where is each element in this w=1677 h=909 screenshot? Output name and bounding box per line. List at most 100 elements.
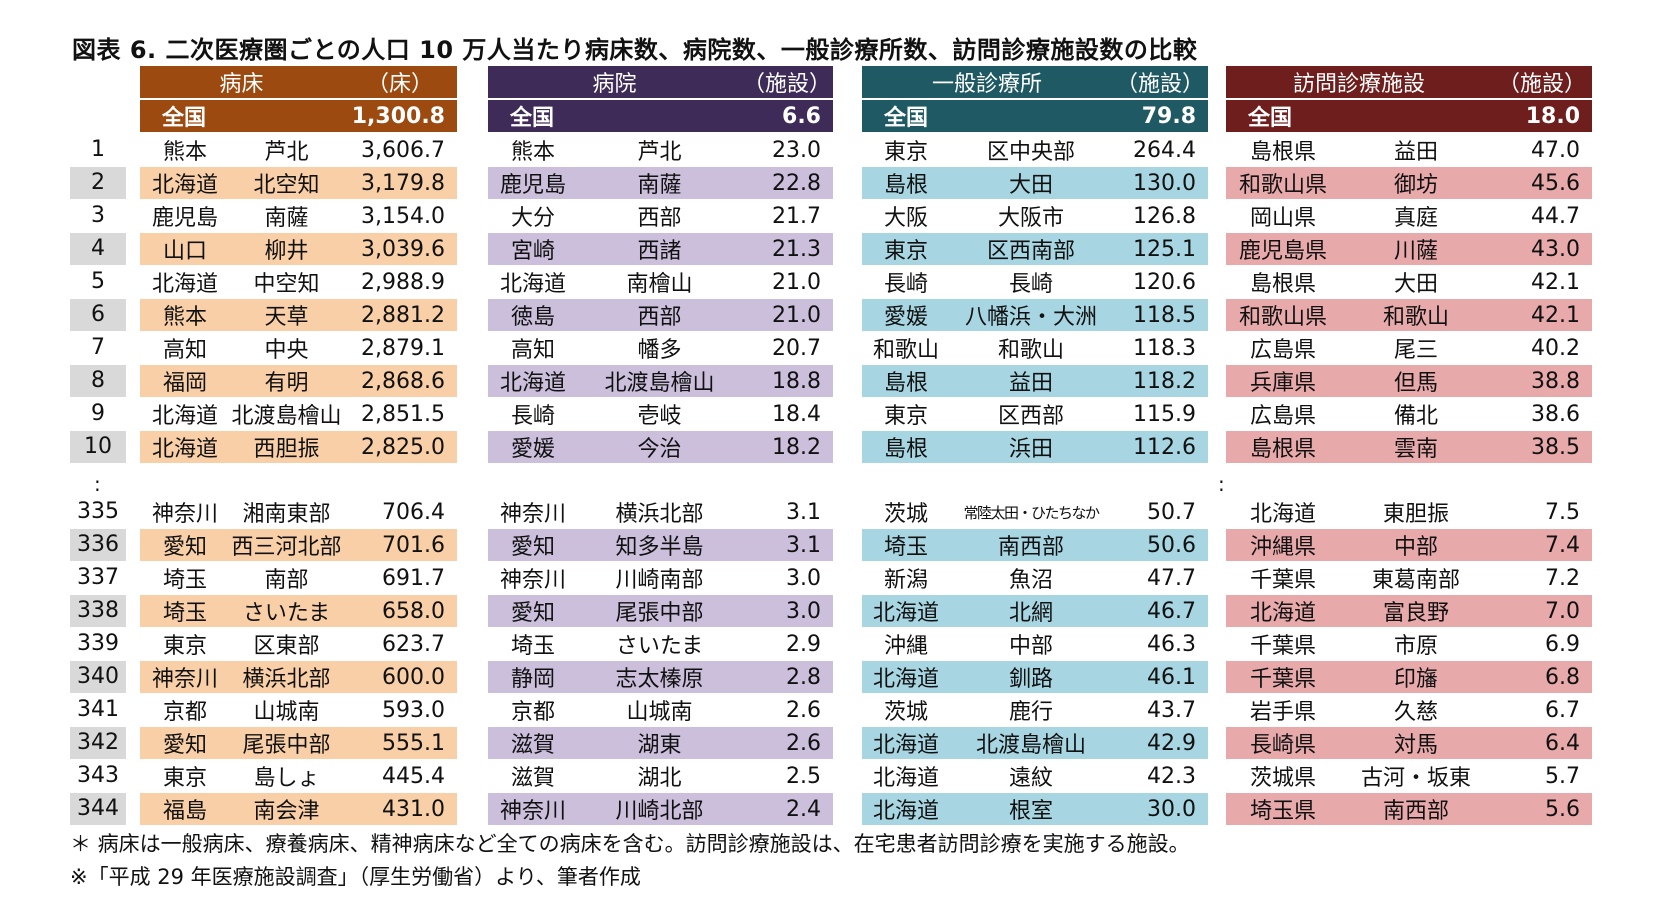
value-cell: 21.0 [772, 269, 821, 295]
value-cell: 50.7 [1147, 499, 1196, 525]
rank-cell: 339 [77, 631, 119, 656]
prefecture-cell: 広島県 [1249, 404, 1316, 429]
prefecture-cell: 島根県 [1249, 437, 1316, 462]
prefecture-cell: 沖縄 [883, 634, 928, 659]
table-row: 東京 区西南部 125.1 [862, 233, 1208, 265]
prefecture-cell: 大阪 [883, 206, 928, 231]
region-cell: 有明 [264, 371, 309, 396]
prefecture-cell: 広島県 [1249, 338, 1316, 363]
table-row: 和歌山県 御坊 45.6 [1226, 167, 1592, 199]
rank-cell: 340 [70, 661, 126, 693]
value-cell: 125.1 [1133, 236, 1196, 262]
prefecture-cell: 神奈川 [151, 502, 218, 527]
prefecture-cell: 神奈川 [151, 667, 218, 692]
region-cell: 大田 [1393, 272, 1438, 297]
region-cell: 壱岐 [637, 404, 682, 429]
region-cell: 天草 [264, 305, 309, 330]
region-cell: 区西部 [997, 404, 1064, 429]
prefecture-cell: 兵庫県 [1249, 371, 1316, 396]
table-row: 熊本 天草 2,881.2 [140, 299, 457, 331]
value-cell: 691.7 [382, 565, 445, 591]
national-label: 全国 [884, 106, 929, 131]
table-row: 岩手県 久慈 6.7 [1226, 694, 1592, 726]
table-row: 大阪 大阪市 126.8 [862, 200, 1208, 232]
region-cell: 山城南 [253, 700, 320, 725]
prefecture-cell: 東京 [162, 634, 207, 659]
value-cell: 30.0 [1147, 796, 1196, 822]
table-row: 宮崎 西諸 21.3 [488, 233, 833, 265]
rank-cell: 9 [91, 401, 105, 426]
prefecture-cell: 宮崎 [510, 239, 555, 264]
region-cell: 芦北 [264, 140, 309, 165]
table-row: 高知 中央 2,879.1 [140, 332, 457, 364]
value-cell: 44.7 [1531, 203, 1580, 229]
region-cell: 益田 [1393, 140, 1438, 165]
table-row: 千葉県 市原 6.9 [1226, 628, 1592, 660]
value-cell: 593.0 [382, 697, 445, 723]
value-cell: 120.6 [1133, 269, 1196, 295]
rank-cell: 337 [77, 565, 119, 590]
prefecture-cell: 茨城県 [1249, 766, 1316, 791]
value-cell: 7.4 [1545, 532, 1580, 558]
region-cell: 区中央部 [986, 140, 1075, 165]
prefecture-cell: 愛知 [162, 733, 207, 758]
value-cell: 5.7 [1545, 763, 1580, 789]
value-cell: 21.0 [772, 302, 821, 328]
region-cell: 西部 [637, 305, 682, 330]
prefecture-cell: 北海道 [1249, 601, 1316, 626]
table-row: 広島県 備北 38.6 [1226, 398, 1592, 430]
prefecture-cell: 北海道 [151, 404, 218, 429]
prefecture-cell: 北海道 [872, 733, 939, 758]
value-cell: 3,154.0 [361, 203, 445, 229]
value-cell: 42.1 [1531, 302, 1580, 328]
rank-cell: 341 [77, 697, 119, 722]
value-cell: 118.3 [1133, 335, 1196, 361]
value-cell: 2,988.9 [361, 269, 445, 295]
table-row: 北海道 遠紋 42.3 [862, 760, 1208, 792]
prefecture-cell: 北海道 [1249, 502, 1316, 527]
table-row: 京都 山城南 2.6 [488, 694, 833, 726]
prefecture-cell: 東京 [883, 239, 928, 264]
region-cell: 大田 [1008, 173, 1053, 198]
prefecture-cell: 北海道 [872, 799, 939, 824]
region-cell: 区東部 [253, 634, 320, 659]
table-row: 滋賀 湖北 2.5 [488, 760, 833, 792]
value-cell: 2.9 [786, 631, 821, 657]
region-cell: 北渡島檜山 [604, 371, 715, 396]
prefecture-cell: 熊本 [162, 140, 207, 165]
rank-cell: 336 [70, 529, 126, 561]
table-row: 北海道 北網 46.7 [862, 595, 1208, 627]
table-row: 沖縄県 中部 7.4 [1226, 529, 1592, 561]
prefecture-cell: 神奈川 [499, 502, 566, 527]
value-cell: 22.8 [772, 170, 821, 196]
value-cell: 46.3 [1147, 631, 1196, 657]
value-cell: 2.6 [786, 730, 821, 756]
region-cell: 山城南 [626, 700, 693, 725]
region-cell: 大阪市 [997, 206, 1064, 231]
table-row: 滋賀 湖東 2.6 [488, 727, 833, 759]
rank-cell: 8 [70, 365, 126, 397]
table-row: 鹿児島 南薩 3,154.0 [140, 200, 457, 232]
value-cell: 18.8 [772, 368, 821, 394]
table-row: 北海道 北空知 3,179.8 [140, 167, 457, 199]
rank-cell: 342 [70, 727, 126, 759]
region-cell: 志太榛原 [615, 667, 704, 692]
value-cell: 38.5 [1531, 434, 1580, 460]
region-cell: 東葛南部 [1371, 568, 1460, 593]
table-row: 兵庫県 但馬 38.8 [1226, 365, 1592, 397]
table-row: 愛知 尾張中部 555.1 [140, 727, 457, 759]
table-row: 北海道 根室 30.0 [862, 793, 1208, 825]
table-row: 沖縄 中部 46.3 [862, 628, 1208, 660]
prefecture-cell: 北海道 [151, 437, 218, 462]
table-header: 病床 （床） [140, 66, 457, 98]
table-row: 静岡 志太榛原 2.8 [488, 661, 833, 693]
rank-cell: 338 [70, 595, 126, 627]
table-row: 北海道 中空知 2,988.9 [140, 266, 457, 298]
region-cell: 益田 [1008, 371, 1053, 396]
region-cell: 北渡島檜山 [231, 404, 342, 429]
table-row: 島根県 益田 47.0 [1226, 134, 1592, 166]
table-row: 長崎 長崎 120.6 [862, 266, 1208, 298]
prefecture-cell: 北海道 [872, 667, 939, 692]
value-cell: 38.6 [1531, 401, 1580, 427]
prefecture-cell: 和歌山県 [1238, 305, 1327, 330]
